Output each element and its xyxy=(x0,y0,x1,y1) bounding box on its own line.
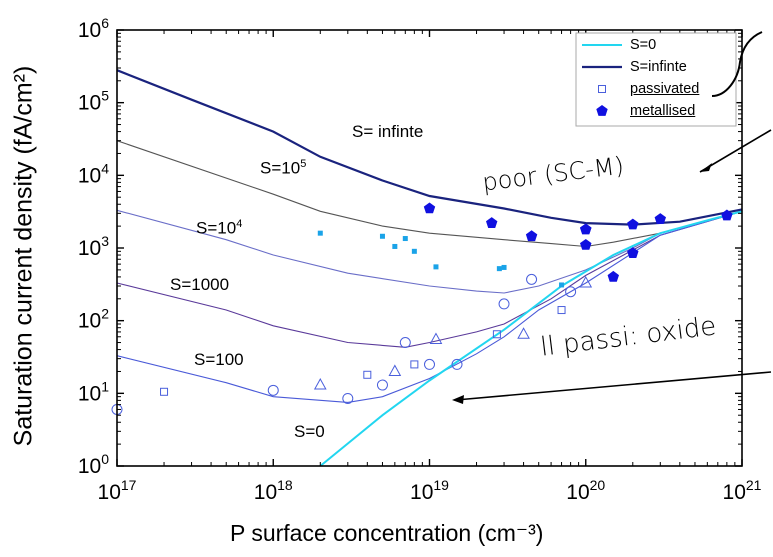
point-passivated-16 xyxy=(526,273,538,285)
y-tick-label-6: 106 xyxy=(78,15,109,42)
legend-label-passivated: passivated xyxy=(630,81,700,97)
point-metallised-10 xyxy=(721,209,733,221)
point-unlabeled-squares-4 xyxy=(411,248,417,254)
y-tick-label-2: 102 xyxy=(78,306,109,333)
annotation-s-1e4: S=104 xyxy=(196,218,243,238)
y-axis-title: Saturation current density (fA/cm²) xyxy=(9,65,38,447)
annotation-s-1000: S=1000 xyxy=(170,275,230,294)
y-tick-label-1: 101 xyxy=(78,378,109,405)
point-metallised-0 xyxy=(423,202,436,214)
point-unlabeled-squares-8 xyxy=(559,282,565,288)
point-unlabeled-squares-7 xyxy=(501,264,507,270)
point-unlabeled-squares-5 xyxy=(433,264,439,270)
annotation-s-0: S=0 xyxy=(294,422,325,441)
point-passivated-9 xyxy=(410,360,419,369)
point-passivated-15 xyxy=(517,327,530,339)
reference-curves xyxy=(116,140,743,403)
hand-arrow-poor-head xyxy=(700,163,712,172)
point-passivated-11 xyxy=(429,332,443,345)
legend-swatch-metallised xyxy=(596,105,608,116)
point-unlabeled-squares-2 xyxy=(392,243,398,249)
y-tick-label-5: 105 xyxy=(78,88,109,115)
point-passivated-14 xyxy=(498,298,510,310)
annotation-s-infinite: S= infinte xyxy=(352,122,424,141)
x-tick-label-19: 1019 xyxy=(410,477,449,504)
annotation-s-1e5: S=105 xyxy=(260,158,307,178)
y-tick-label-0: 100 xyxy=(78,451,109,478)
marker-layer xyxy=(111,202,733,415)
legend-label-s-infinite: S=infinte xyxy=(630,59,687,75)
point-unlabeled-squares-3 xyxy=(402,236,408,242)
annotation-s-100: S=100 xyxy=(194,350,244,369)
point-metallised-8 xyxy=(627,247,639,258)
x-tick-label-20: 1020 xyxy=(566,477,605,504)
legend-swatch-passivated xyxy=(598,85,606,93)
point-passivated-1 xyxy=(160,387,169,396)
point-passivated-19 xyxy=(579,275,593,288)
legend xyxy=(575,32,737,127)
point-passivated-5 xyxy=(363,370,372,379)
point-metallised-1 xyxy=(486,217,498,228)
point-passivated-17 xyxy=(557,306,566,315)
x-tick-label-18: 1018 xyxy=(254,477,293,504)
point-passivated-3 xyxy=(313,378,327,390)
reference-curve-s-10000 xyxy=(116,209,743,294)
reference-curve-s-1000 xyxy=(116,210,743,348)
y-axis-title-wrap: Saturation current density (fA/cm²) xyxy=(2,0,46,557)
x-tick-label-21: 1021 xyxy=(723,477,762,504)
point-metallised-4 xyxy=(580,239,592,250)
y-tick-label-4: 104 xyxy=(78,160,109,187)
hand-curve-legend-bracket xyxy=(711,31,763,97)
tick-labels: 1017 1018 1019 1020 1021 100 101 102 103 104 105 10… xyxy=(78,15,762,504)
point-passivated-4 xyxy=(342,392,354,404)
point-metallised-5 xyxy=(580,223,592,235)
point-unlabeled-squares-6 xyxy=(496,266,502,272)
point-passivated-6 xyxy=(376,379,388,391)
point-metallised-2 xyxy=(525,230,538,242)
legend-label-metallised: metallised xyxy=(630,103,696,119)
point-metallised-6 xyxy=(607,270,619,282)
handwritten-marks xyxy=(452,31,772,404)
reference-curve-s-100000 xyxy=(116,140,743,248)
y-tick-label-3: 103 xyxy=(78,233,109,260)
hand-arrow-poor-shaft xyxy=(699,129,772,173)
point-passivated-13 xyxy=(492,330,501,339)
point-metallised-7 xyxy=(627,218,639,230)
hand-arrow-oxide-head xyxy=(452,395,464,404)
point-passivated-8 xyxy=(399,337,411,349)
x-axis-title: P surface concentration (cm⁻³) xyxy=(230,520,544,546)
hand-arrow-oxide-shaft xyxy=(455,371,772,401)
point-passivated-18 xyxy=(565,286,577,298)
point-metallised-9 xyxy=(654,213,666,224)
series-line-s-infinte xyxy=(116,69,743,226)
point-passivated-12 xyxy=(451,358,463,370)
point-unlabeled-squares-0 xyxy=(317,230,323,236)
point-passivated-7 xyxy=(388,364,402,376)
reference-curve-s-100 xyxy=(116,210,743,403)
point-passivated-2 xyxy=(267,384,279,396)
x-tick-label-17: 1017 xyxy=(98,477,137,504)
point-unlabeled-squares-1 xyxy=(379,233,385,239)
point-passivated-10 xyxy=(424,358,435,370)
legend-label-s0: S=0 xyxy=(630,37,657,53)
axis-ticks xyxy=(116,29,743,467)
